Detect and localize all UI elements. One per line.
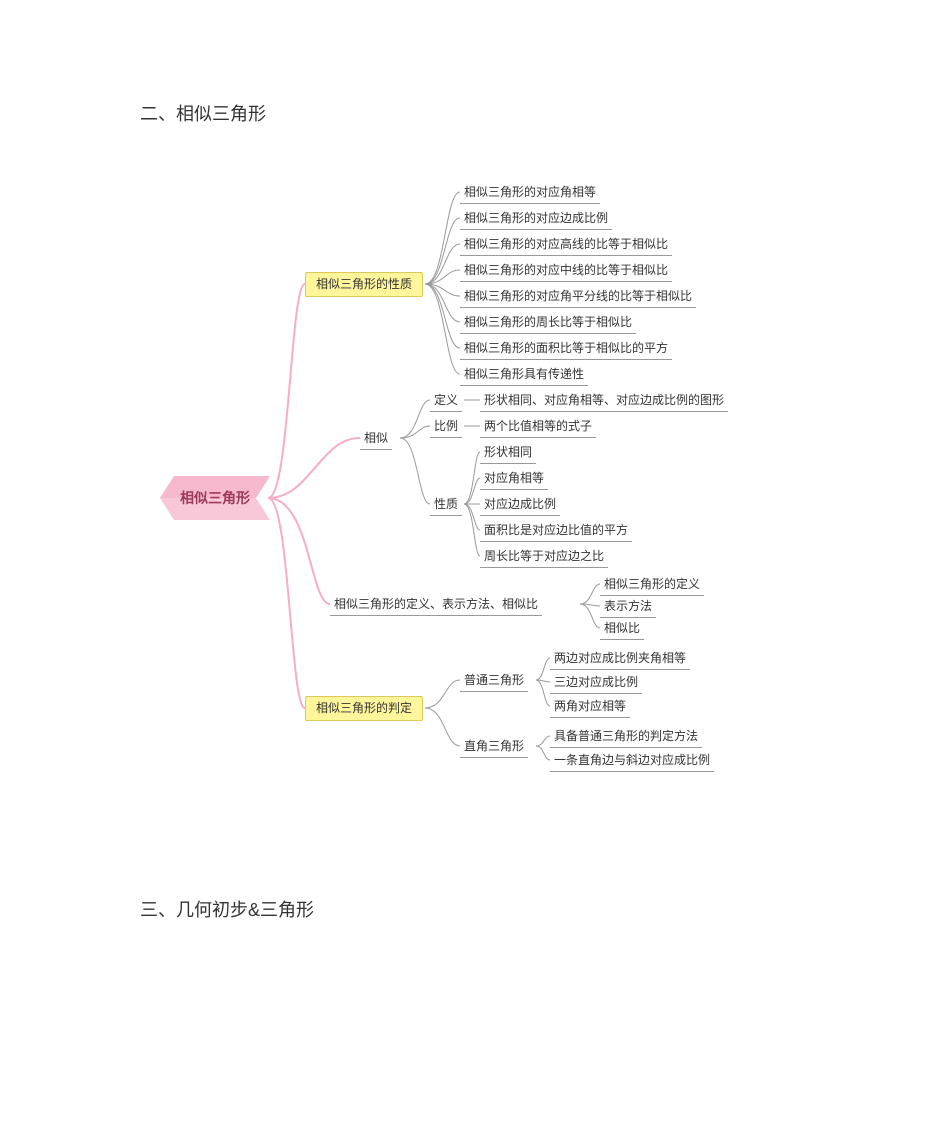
branch-similar: 相似 (360, 428, 392, 450)
branch-properties: 相似三角形的性质 (305, 272, 423, 297)
leaf: 具备普通三角形的判定方法 (550, 726, 702, 748)
leaf: 面积比是对应边比值的平方 (480, 520, 632, 542)
leaf: 相似三角形的对应中线的比等于相似比 (460, 260, 672, 282)
leaf: 两角对应相等 (550, 696, 630, 718)
leaf: 两边对应成比例夹角相等 (550, 648, 690, 670)
leaf: 一条直角边与斜边对应成比例 (550, 750, 714, 772)
node-right-triangle: 直角三角形 (460, 736, 528, 758)
leaf: 相似比 (600, 618, 644, 640)
leaf: 相似三角形的周长比等于相似比 (460, 312, 636, 334)
mindmap-container: 相似三角形 相似三角形的性质 相似 相似三角形的定义、表示方法、相似比 相似三角… (160, 176, 840, 816)
leaf: 三边对应成比例 (550, 672, 642, 694)
node-ordinary-triangle: 普通三角形 (460, 670, 528, 692)
root-node: 相似三角形 (160, 476, 270, 520)
leaf: 对应边成比例 (480, 494, 560, 516)
root-label: 相似三角形 (180, 488, 250, 508)
leaf: 相似三角形的对应边成比例 (460, 208, 612, 230)
leaf: 形状相同、对应角相等、对应边成比例的图形 (480, 390, 728, 412)
leaf: 相似三角形的面积比等于相似比的平方 (460, 338, 672, 360)
leaf: 相似三角形的对应角平分线的比等于相似比 (460, 286, 696, 308)
leaf: 相似三角形的对应高线的比等于相似比 (460, 234, 672, 256)
node-definition: 定义 (430, 390, 462, 412)
leaf: 形状相同 (480, 442, 536, 464)
leaf: 相似三角形具有传递性 (460, 364, 588, 386)
section-heading-2: 三、几何初步&三角形 (140, 896, 805, 922)
branch-determination: 相似三角形的判定 (305, 696, 423, 721)
leaf: 两个比值相等的式子 (480, 416, 596, 438)
branch-definition-notation-ratio: 相似三角形的定义、表示方法、相似比 (330, 594, 542, 616)
leaf: 表示方法 (600, 596, 656, 618)
node-proportion: 比例 (430, 416, 462, 438)
leaf: 对应角相等 (480, 468, 548, 490)
leaf: 相似三角形的对应角相等 (460, 182, 600, 204)
leaf: 相似三角形的定义 (600, 574, 704, 596)
section-heading-1: 二、相似三角形 (140, 100, 805, 126)
node-nature: 性质 (430, 494, 462, 516)
leaf: 周长比等于对应边之比 (480, 546, 608, 568)
